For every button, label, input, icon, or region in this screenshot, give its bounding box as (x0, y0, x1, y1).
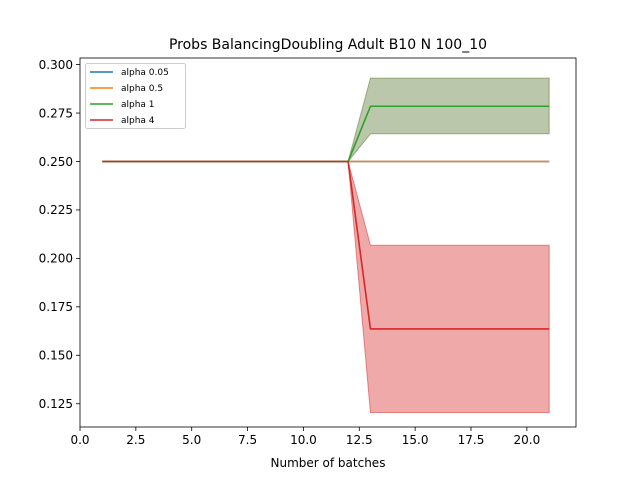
x-tick-label: 2.5 (126, 433, 145, 447)
line-series-3 (102, 160, 550, 330)
legend-label: alpha 1 (121, 100, 155, 110)
x-tick-label: 20.0 (513, 433, 540, 447)
series-lines (102, 105, 550, 330)
x-tick-label: 15.0 (402, 433, 429, 447)
legend-label: alpha 0.5 (121, 84, 163, 94)
y-tick-label: 0.300 (39, 58, 73, 72)
y-axis-ticks: 0.125 0.150 0.175 0.200 0.225 0.250 0.275 0.300 (39, 58, 80, 411)
x-tick-label: 0.0 (70, 433, 89, 447)
y-tick-label: 0.125 (39, 397, 73, 411)
x-tick-label: 7.5 (238, 433, 257, 447)
legend-box (85, 63, 186, 129)
x-tick-label: 5.0 (182, 433, 201, 447)
legend: alpha 0.05 alpha 0.5 alpha 1 alpha 4 (85, 63, 186, 129)
y-tick-label: 0.150 (39, 349, 73, 363)
y-tick-label: 0.175 (39, 300, 73, 314)
x-axis-label: Number of batches (271, 456, 386, 470)
y-tick-label: 0.200 (39, 252, 73, 266)
x-tick-label: 10.0 (290, 433, 317, 447)
legend-label: alpha 0.05 (121, 68, 169, 78)
chart-title: Probs BalancingDoubling Adult B10 N 100_… (169, 37, 487, 53)
y-tick-label: 0.225 (39, 203, 73, 217)
plot-frame (79, 57, 577, 428)
x-axis-ticks: 0.0 2.5 5.0 7.5 10.0 12.5 15.0 17.5 20.0 (70, 427, 540, 447)
x-tick-label: 12.5 (346, 433, 373, 447)
y-tick-label: 0.275 (39, 106, 73, 120)
y-tick-label: 0.250 (39, 155, 73, 169)
band-series-3 (102, 160, 550, 413)
legend-label: alpha 4 (121, 116, 155, 126)
x-tick-label: 17.5 (458, 433, 485, 447)
